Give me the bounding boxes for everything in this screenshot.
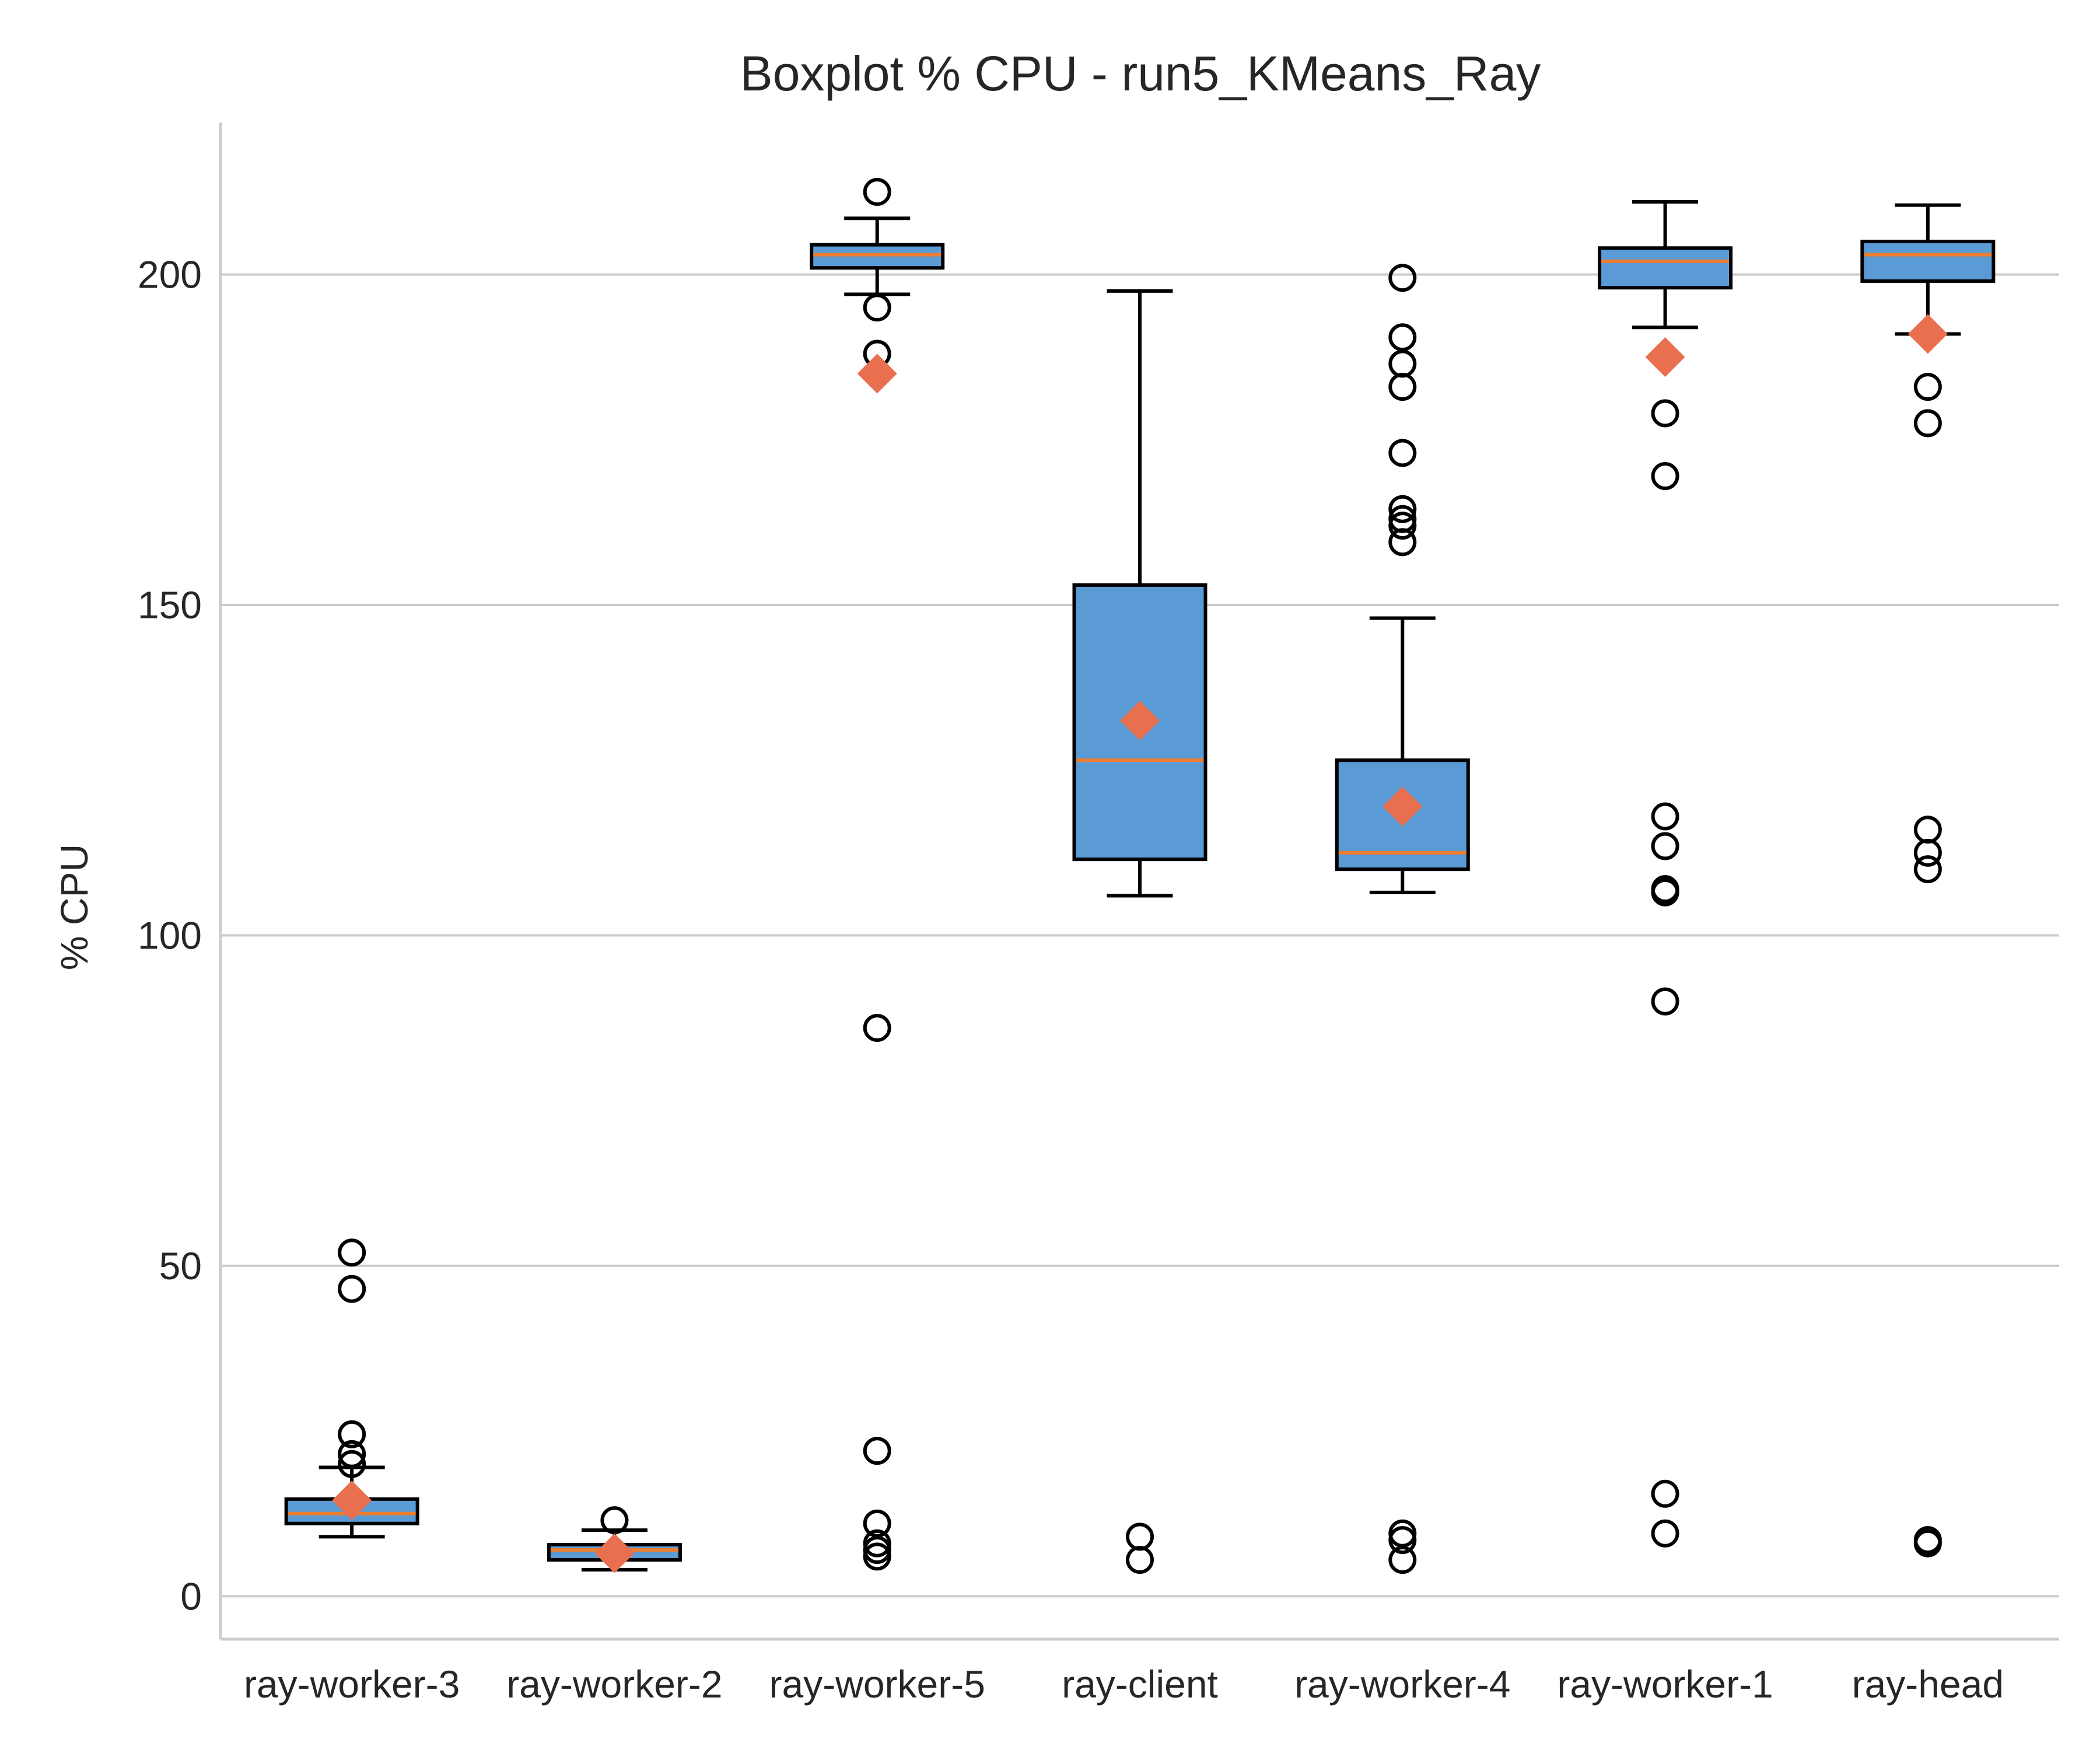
mean-marker bbox=[1382, 786, 1423, 827]
box-group bbox=[1598, 200, 1733, 1548]
axes bbox=[219, 123, 2059, 1641]
outlier-point bbox=[1913, 838, 1942, 867]
y-axis-label: % CPU bbox=[52, 844, 96, 970]
x-tick-label: ray-worker-1 bbox=[1557, 1662, 1773, 1706]
outlier-point bbox=[1388, 495, 1417, 523]
mean-marker bbox=[1120, 701, 1160, 741]
outlier-point bbox=[338, 1420, 366, 1448]
box-group bbox=[1072, 289, 1208, 1574]
outlier-point bbox=[1651, 1519, 1679, 1548]
outlier-point bbox=[1913, 373, 1942, 401]
y-gridlines bbox=[220, 273, 2059, 1598]
outlier-point bbox=[1651, 462, 1679, 491]
box-group bbox=[810, 177, 945, 1571]
x-tick-label: ray-client bbox=[1062, 1662, 1218, 1706]
box-group bbox=[1335, 264, 1470, 1574]
x-tick-label: ray-worker-4 bbox=[1294, 1662, 1510, 1706]
box-group bbox=[1860, 203, 1996, 1558]
outlier-point bbox=[1388, 349, 1417, 378]
outlier-point bbox=[338, 1238, 366, 1267]
outlier-point bbox=[863, 177, 891, 206]
x-tick-label: ray-worker-2 bbox=[506, 1662, 722, 1706]
y-tick-label: 50 bbox=[159, 1244, 202, 1287]
boxes bbox=[284, 177, 1996, 1574]
outlier-point bbox=[1651, 987, 1679, 1016]
box-iqr bbox=[1598, 246, 1733, 290]
outlier-point bbox=[1651, 1479, 1679, 1508]
mean-marker bbox=[332, 1480, 372, 1521]
x-tick-label: ray-head bbox=[1852, 1662, 2004, 1706]
outlier-point bbox=[1651, 399, 1679, 428]
x-tick-labels: ray-worker-3 ray-worker-2 ray-worker-5 ray-… bbox=[244, 1662, 2004, 1706]
outlier-point bbox=[1126, 1522, 1154, 1551]
outlier-point bbox=[1388, 528, 1417, 556]
outlier-point bbox=[1388, 373, 1417, 401]
outlier-point bbox=[1388, 1526, 1417, 1555]
outlier-point bbox=[1651, 878, 1679, 907]
chart-title: Boxplot % CPU - run5_KMeans_Ray bbox=[740, 46, 1541, 101]
y-tick-label: 100 bbox=[138, 914, 202, 957]
outlier-point bbox=[1651, 832, 1679, 860]
mean-marker bbox=[1645, 337, 1685, 377]
outlier-point bbox=[1388, 323, 1417, 352]
outlier-point bbox=[1388, 512, 1417, 540]
y-tick-label: 150 bbox=[138, 583, 202, 626]
outlier-point bbox=[863, 293, 891, 322]
outlier-point bbox=[1913, 855, 1942, 884]
y-tick-label: 200 bbox=[138, 253, 202, 296]
outlier-point bbox=[1913, 816, 1942, 844]
outlier-point bbox=[1913, 1529, 1942, 1558]
outlier-point bbox=[338, 1450, 366, 1478]
y-tick-labels: 0 50 100 150 200 bbox=[138, 253, 202, 1618]
box-group bbox=[284, 1238, 419, 1539]
mean-marker bbox=[1908, 314, 1948, 354]
outlier-point bbox=[1651, 802, 1679, 831]
outlier-point bbox=[1388, 439, 1417, 467]
y-tick-label: 0 bbox=[180, 1574, 202, 1618]
outlier-point bbox=[1913, 409, 1942, 438]
outlier-point bbox=[1388, 1546, 1417, 1574]
box-iqr bbox=[1860, 239, 1996, 283]
outlier-point bbox=[338, 1275, 366, 1303]
outlier-point bbox=[863, 1437, 891, 1465]
outlier-point bbox=[863, 1542, 891, 1571]
x-tick-label: ray-worker-3 bbox=[244, 1662, 460, 1706]
outlier-point bbox=[863, 1509, 891, 1538]
x-tick-label: ray-worker-5 bbox=[769, 1662, 985, 1706]
box-group bbox=[547, 1506, 682, 1573]
outlier-point bbox=[863, 1014, 891, 1042]
mean-marker bbox=[857, 354, 897, 394]
outlier-point bbox=[1126, 1546, 1154, 1574]
mean-marker bbox=[594, 1533, 635, 1573]
outlier-point bbox=[1388, 264, 1417, 292]
outlier-point bbox=[338, 1440, 366, 1468]
outlier-point bbox=[600, 1506, 629, 1535]
